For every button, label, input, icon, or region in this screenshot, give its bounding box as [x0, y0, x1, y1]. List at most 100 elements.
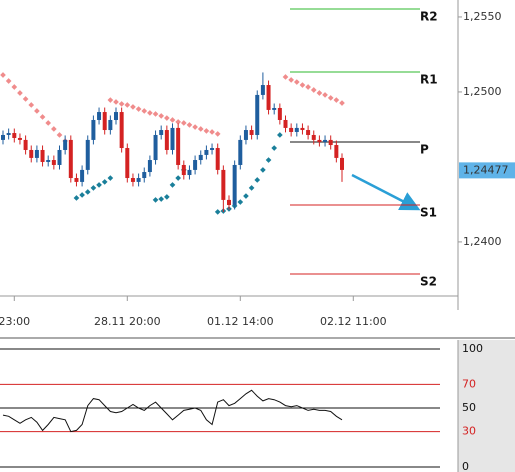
last-price-box	[459, 162, 515, 179]
candle-body	[1, 134, 5, 140]
sar-dot	[90, 185, 97, 191]
candle-body	[215, 148, 220, 170]
sar-dot	[260, 167, 266, 173]
candle-body	[294, 127, 299, 132]
candle-body	[40, 149, 45, 162]
x-tick-label: 01.12 14:00	[207, 315, 274, 328]
sar-dot	[282, 74, 289, 80]
sar-dot	[124, 102, 131, 108]
sar-dot	[180, 120, 187, 126]
pivot-label: S1	[420, 206, 437, 220]
candle-body	[23, 139, 28, 150]
sar-dot	[310, 87, 317, 93]
sar-dot	[327, 95, 334, 101]
sar-dot	[265, 157, 272, 163]
candle-body	[306, 130, 311, 135]
rsi-tick-label: 100	[462, 342, 483, 355]
sar-dot	[271, 145, 278, 151]
candle-body	[249, 130, 254, 135]
rsi-line	[2, 389, 343, 433]
candle-body	[80, 169, 85, 182]
sar-dot	[192, 124, 198, 130]
candle-body	[159, 130, 164, 135]
sar-dot	[101, 179, 108, 185]
candle-body	[142, 172, 147, 179]
sar-dot	[197, 126, 204, 132]
candle-body	[51, 160, 56, 165]
y-tick-label: 1,2500	[463, 85, 502, 98]
rsi-tick-label: 70	[462, 377, 476, 390]
sar-dot	[293, 79, 300, 85]
sar-dot	[73, 195, 80, 201]
candle-body	[164, 130, 169, 150]
sar-dot	[39, 114, 46, 120]
sar-dot	[322, 92, 328, 98]
candle-body	[68, 139, 73, 179]
sar-dot	[84, 189, 91, 195]
sar-dot	[158, 113, 165, 119]
candle-body	[34, 149, 39, 158]
sar-dot	[34, 108, 40, 114]
sar-dot	[214, 209, 221, 215]
candle-body	[323, 139, 328, 143]
candle-body	[29, 149, 34, 158]
candle-body	[198, 154, 203, 161]
sar-dot	[243, 193, 249, 199]
y-tick-label: 1,2400	[463, 235, 502, 248]
sar-dot	[169, 182, 176, 188]
sar-dot	[175, 119, 181, 125]
sar-dot	[51, 126, 57, 132]
sar-dot	[147, 110, 153, 116]
candle-body	[340, 157, 344, 170]
candle-body	[317, 139, 322, 143]
candle-body	[102, 112, 107, 131]
candle-body	[6, 133, 11, 135]
sar-dot	[175, 175, 181, 181]
candle-body	[17, 137, 22, 140]
candle-body	[243, 130, 248, 140]
sar-dot	[17, 90, 23, 96]
candle-body	[221, 169, 226, 200]
candle-body	[289, 127, 294, 132]
candle-body	[63, 139, 68, 150]
candle-body	[74, 178, 79, 182]
candle-body	[147, 160, 152, 173]
last-price-label: 1,24477	[463, 163, 509, 176]
candle-body	[232, 164, 237, 206]
candle-body	[125, 148, 130, 179]
sar-dot	[333, 97, 340, 103]
sar-dot	[130, 104, 136, 110]
candle-body	[91, 119, 96, 140]
candle-body	[46, 160, 51, 162]
sar-dot	[96, 182, 102, 188]
candle-body	[130, 178, 135, 182]
candle-body	[170, 127, 175, 150]
candle-body	[227, 199, 231, 206]
pivot-label: S2	[420, 275, 437, 289]
sar-dot	[164, 194, 170, 200]
candle-body	[260, 85, 265, 95]
sar-dot	[164, 115, 170, 121]
sar-dot	[118, 101, 125, 107]
sar-dot	[158, 196, 165, 202]
sar-dot	[288, 77, 294, 83]
sar-dot	[56, 132, 63, 138]
sar-dot	[214, 131, 221, 137]
candle-body	[57, 149, 62, 165]
candle-body	[85, 139, 90, 170]
sar-dot	[299, 82, 306, 88]
pivot-label: R1	[420, 72, 438, 86]
sar-dot	[79, 192, 85, 198]
sar-dot	[305, 84, 311, 90]
sar-dot	[277, 132, 283, 138]
candle-body	[266, 85, 271, 110]
sar-dot	[186, 122, 193, 128]
rsi-tick-label: 50	[462, 401, 476, 414]
sar-dot	[45, 120, 52, 126]
candle-body	[328, 139, 333, 146]
rsi-tick-label: 0	[462, 460, 469, 472]
candle-body	[255, 94, 260, 135]
candle-body	[283, 119, 288, 128]
sar-dot	[135, 106, 142, 112]
